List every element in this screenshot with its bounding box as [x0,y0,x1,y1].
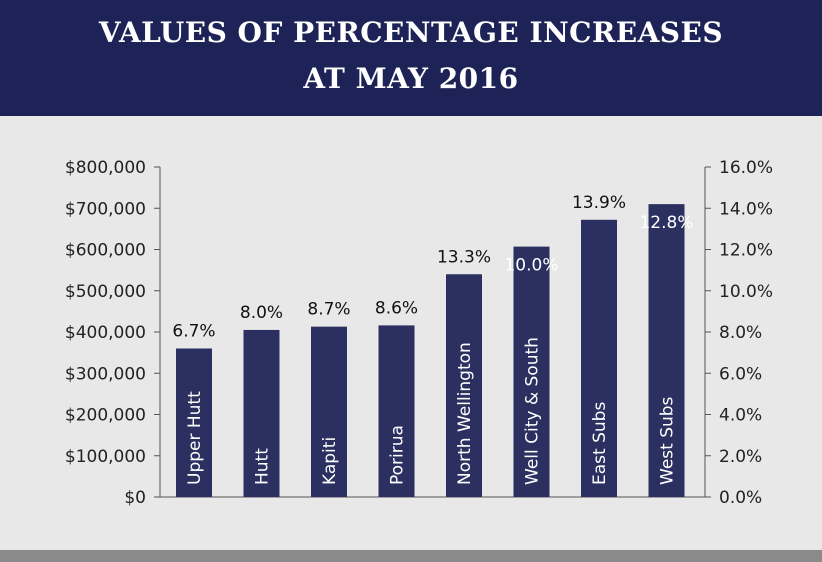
category-label: Kapiti [320,437,340,485]
data-label: 6.7% [172,322,215,342]
data-label: 8.0% [240,303,283,323]
y-tick-label-left: $600,000 [65,241,146,261]
bar [176,348,212,497]
y-tick-label-left: $300,000 [65,364,146,384]
category-label: West Subs [658,396,678,485]
category-label: Upper Hutt [185,391,205,485]
y-tick-label-right: 2.0% [719,447,762,467]
y-tick-label-left: $700,000 [65,199,146,219]
y-tick-label-right: 0.0% [719,488,762,508]
y-tick-label-right: 8.0% [719,323,762,343]
data-label: 8.6% [375,298,418,318]
y-tick-label-left: $400,000 [65,323,146,343]
data-label: 13.3% [437,247,491,267]
y-tick-label-left: $800,000 [65,158,146,178]
bar [243,329,280,497]
y-tick-label-left: $100,000 [65,447,146,467]
y-tick-label-left: $0 [124,488,146,508]
category-label: Well City & South [523,337,543,485]
bar [378,325,415,497]
bar [648,204,685,497]
chart-header: VALUES OF PERCENTAGE INCREASES AT MAY 20… [0,0,822,116]
category-label: Hutt [253,448,273,485]
y-tick-label-left: $500,000 [65,282,146,302]
y-tick-label-right: 16.0% [719,158,773,178]
y-tick-label-left: $200,000 [65,406,146,426]
bar [446,274,482,497]
data-label: 13.9% [572,193,626,213]
bar [513,246,550,497]
y-tick-label-right: 14.0% [719,199,773,219]
y-tick-label-right: 12.0% [719,241,773,261]
bar [581,219,617,498]
bar [311,326,347,497]
footer-bar [0,550,822,562]
category-label: North Wellington [455,342,475,485]
data-label: 8.7% [307,300,350,320]
chart-title-line-1: VALUES OF PERCENTAGE INCREASES [98,16,724,49]
y-tick-label-right: 4.0% [719,406,762,426]
data-label: 12.8% [639,213,693,233]
category-label: East Subs [590,402,610,485]
data-label: 10.0% [504,256,558,276]
y-tick-label-right: 6.0% [719,364,762,384]
chart-title-line-2: AT MAY 2016 [303,62,519,95]
y-tick-label-right: 10.0% [719,282,773,302]
category-label: Porirua [388,425,408,485]
